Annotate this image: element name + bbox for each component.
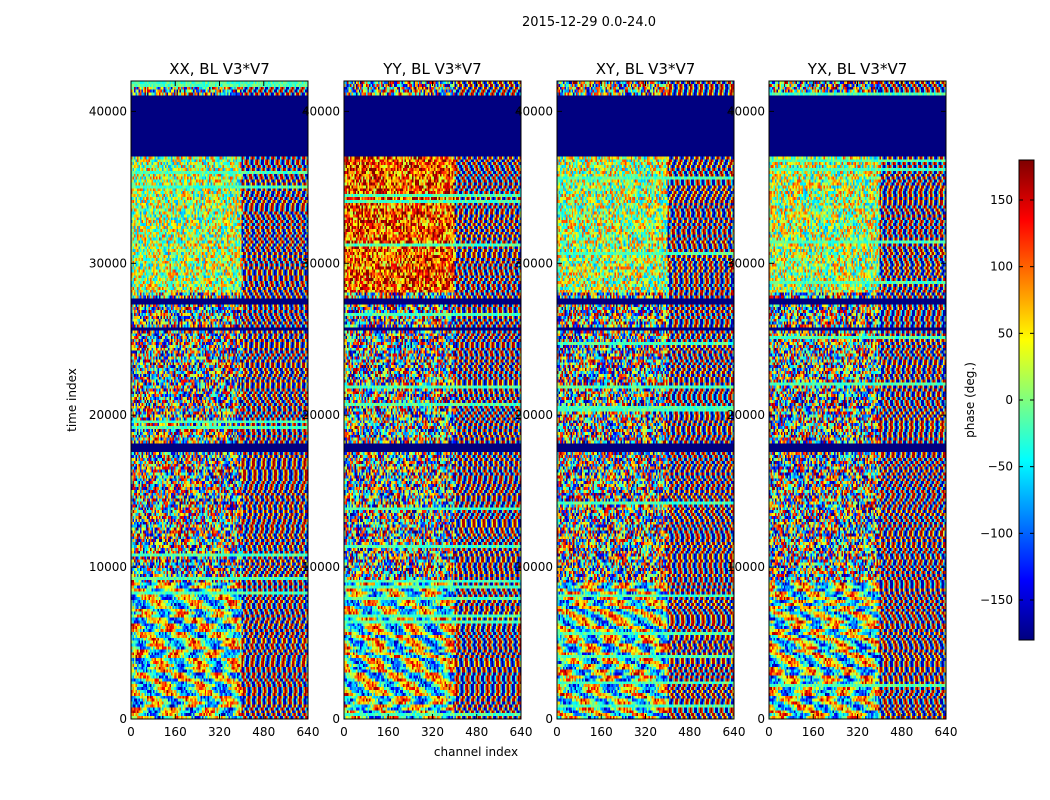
heatmap-image [131, 81, 308, 719]
heatmap-image [557, 81, 734, 719]
y-tick-label: 20000 [515, 408, 553, 422]
y-tick-label: 20000 [727, 408, 765, 422]
x-tick-label: 320 [846, 725, 869, 739]
panel-title: YX, BL V3*V7 [807, 60, 908, 78]
y-tick-label: 30000 [515, 256, 553, 270]
y-tick-label: 20000 [302, 408, 340, 422]
panel-1: XX, BL V3*V7 0 160 320 480 640 0 10000 20000 3000… [65, 60, 319, 739]
colorbar-tick-label: −50 [988, 460, 1013, 474]
y-tick-label: 30000 [302, 256, 340, 270]
panel-3: XY, BL V3*V7 0 160 320 480 640 0 10000 20000 3000… [515, 60, 746, 739]
colorbar-tick-label: 150 [990, 193, 1013, 207]
y-tick-label: 20000 [89, 408, 127, 422]
colorbar-tick-label: 0 [1005, 393, 1013, 407]
heatmap-image [344, 81, 521, 719]
colorbar-tick-label: −150 [980, 593, 1013, 607]
y-tick-label: 30000 [89, 256, 127, 270]
x-tick-label: 640 [723, 725, 746, 739]
y-tick-label: 10000 [727, 560, 765, 574]
y-tick-label: 40000 [727, 104, 765, 118]
y-tick-label: 40000 [89, 104, 127, 118]
panel-title: XY, BL V3*V7 [596, 60, 696, 78]
y-tick-label: 0 [119, 712, 127, 726]
x-tick-label: 640 [935, 725, 958, 739]
x-tick-label: 480 [252, 725, 275, 739]
x-tick-label: 320 [634, 725, 657, 739]
y-tick-label: 40000 [515, 104, 553, 118]
x-tick-label: 480 [465, 725, 488, 739]
x-tick-label: 320 [421, 725, 444, 739]
colorbar-label: phase (deg.) [963, 362, 977, 438]
panel-title: YY, BL V3*V7 [382, 60, 481, 78]
y-tick-label: 40000 [302, 104, 340, 118]
y-tick-label: 30000 [727, 256, 765, 270]
colorbar: 150 100 50 0 −50 −100 −150 phase (deg.) [963, 159, 1035, 641]
y-tick-label: 0 [757, 712, 765, 726]
x-tick-label: 320 [208, 725, 231, 739]
colorbar-gradient [1019, 160, 1034, 640]
x-tick-label: 0 [553, 725, 561, 739]
x-tick-label: 160 [377, 725, 400, 739]
x-tick-label: 160 [802, 725, 825, 739]
panel-2: YY, BL V3*V7 0 160 320 480 640 0 10000 20000 3000… [302, 60, 533, 759]
panel-4: YX, BL V3*V7 0 160 320 480 640 0 10000 20000 3000… [727, 60, 958, 739]
y-tick-label: 10000 [89, 560, 127, 574]
y-tick-label: 0 [545, 712, 553, 726]
heatmap-image [769, 81, 946, 719]
x-tick-label: 640 [297, 725, 320, 739]
colorbar-tick-label: −100 [980, 526, 1013, 540]
y-tick-label: 10000 [515, 560, 553, 574]
x-tick-label: 160 [164, 725, 187, 739]
y-axis-label: time index [65, 368, 79, 432]
x-tick-label: 0 [127, 725, 135, 739]
x-tick-label: 0 [340, 725, 348, 739]
figure-suptitle: 2015-12-29 0.0-24.0 [522, 15, 656, 30]
y-tick-label: 0 [332, 712, 340, 726]
x-axis-label: channel index [434, 745, 518, 759]
x-tick-label: 640 [510, 725, 533, 739]
x-tick-label: 480 [890, 725, 913, 739]
panels-group: XX, BL V3*V7 0 160 320 480 640 0 10000 20000 3000… [65, 60, 957, 759]
y-tick-label: 10000 [302, 560, 340, 574]
colorbar-tick-label: 100 [990, 260, 1013, 274]
panel-title: XX, BL V3*V7 [169, 60, 270, 78]
x-tick-label: 0 [765, 725, 773, 739]
x-tick-label: 160 [590, 725, 613, 739]
x-tick-label: 480 [678, 725, 701, 739]
colorbar-tick-label: 50 [998, 326, 1013, 340]
